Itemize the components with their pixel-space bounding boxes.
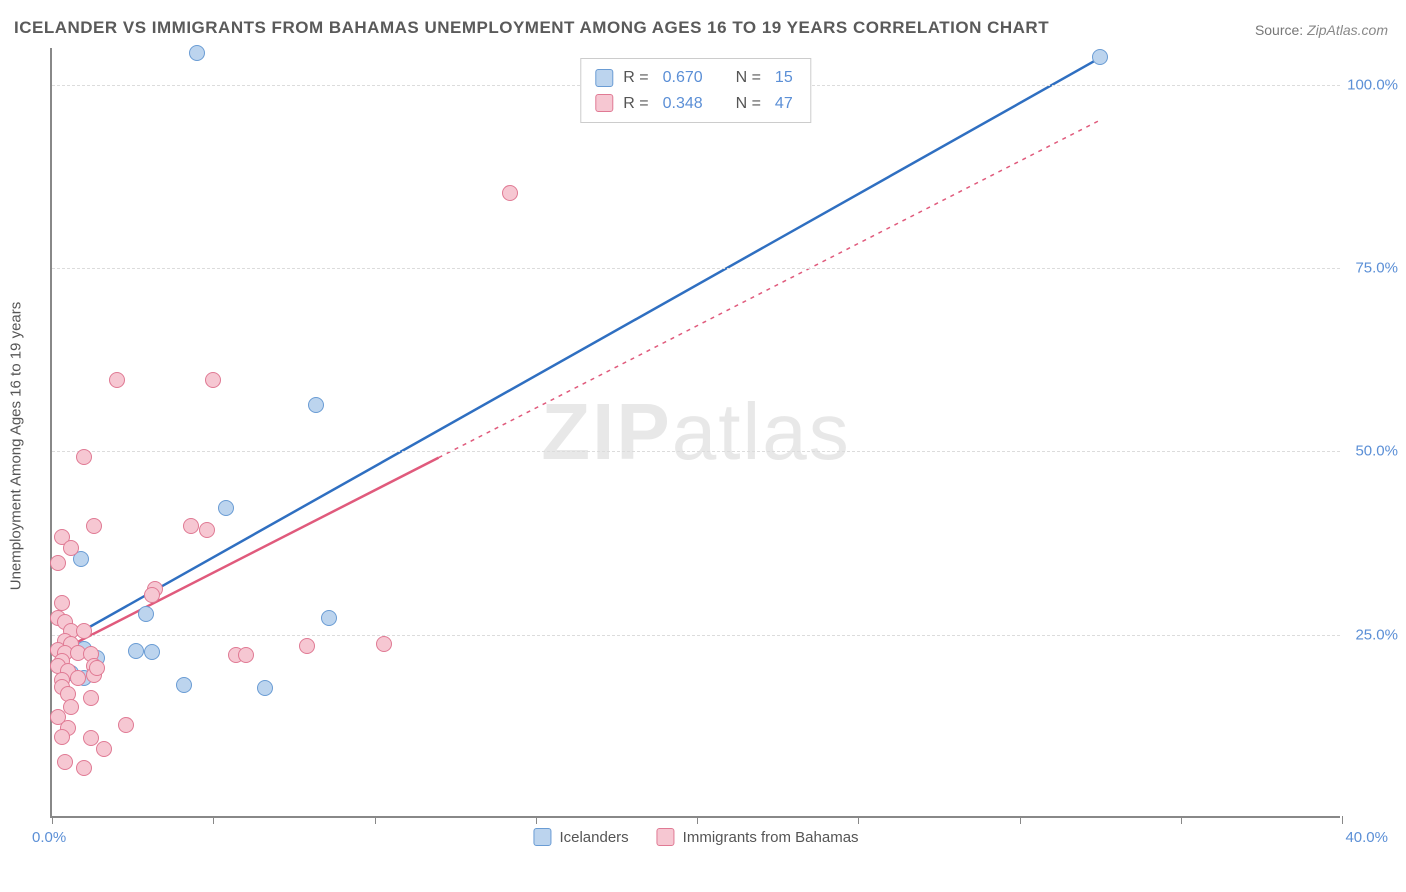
y-tick-label: 50.0% [1355,443,1398,460]
legend-r-value-2: 0.348 [663,91,703,117]
data-point [257,680,273,696]
source-label: Source: [1255,22,1303,38]
data-point [86,518,102,534]
legend-series: Icelanders Immigrants from Bahamas [533,828,858,846]
data-point [54,595,70,611]
data-point [138,606,154,622]
trend-lines-svg [52,48,1340,816]
x-tick [1181,816,1182,824]
source-attribution: Source: ZipAtlas.com [1255,22,1388,38]
legend-label: Immigrants from Bahamas [683,829,859,846]
legend-label: Icelanders [559,829,628,846]
y-tick-label: 25.0% [1355,626,1398,643]
data-point [502,185,518,201]
x-tick [1020,816,1021,824]
data-point [57,754,73,770]
legend-stats-row-2: R = 0.348 N = 47 [595,91,796,117]
data-point [218,500,234,516]
data-point [70,670,86,686]
data-point [144,587,160,603]
data-point [199,522,215,538]
y-tick-label: 100.0% [1347,76,1398,93]
legend-item-icelanders: Icelanders [533,828,628,846]
legend-n-label: N = [736,91,761,117]
data-point [1092,49,1108,65]
x-tick-last: 40.0% [1345,829,1388,846]
data-point [308,397,324,413]
y-tick-label: 75.0% [1355,260,1398,277]
data-point [299,638,315,654]
x-tick [375,816,376,824]
legend-r-label: R = [623,65,648,91]
data-point [76,623,92,639]
data-point [76,760,92,776]
trend-line [59,458,439,652]
legend-swatch-icon [533,828,551,846]
data-point [118,717,134,733]
data-point [76,449,92,465]
x-tick [697,816,698,824]
data-point [54,729,70,745]
trend-line [59,59,1098,644]
data-point [89,660,105,676]
legend-n-value-2: 47 [775,91,793,117]
legend-swatch-icelanders [595,69,613,87]
gridline [52,268,1340,269]
trend-line [439,121,1098,457]
legend-stats: R = 0.670 N = 15 R = 0.348 N = 47 [580,58,811,123]
gridline [52,635,1340,636]
legend-n-value-1: 15 [775,65,793,91]
x-tick [213,816,214,824]
plot-area: ZIPatlas R = 0.670 N = 15 R = 0.348 N = … [50,48,1340,818]
data-point [205,372,221,388]
data-point [96,741,112,757]
data-point [238,647,254,663]
x-tick [858,816,859,824]
x-tick [1342,816,1343,824]
data-point [128,643,144,659]
legend-n-label: N = [736,65,761,91]
legend-r-value-1: 0.670 [663,65,703,91]
data-point [109,372,125,388]
legend-swatch-bahamas [595,94,613,112]
data-point [183,518,199,534]
data-point [176,677,192,693]
gridline [52,451,1340,452]
legend-swatch-icon [657,828,675,846]
data-point [321,610,337,626]
x-tick [536,816,537,824]
legend-r-label: R = [623,91,648,117]
chart-title: ICELANDER VS IMMIGRANTS FROM BAHAMAS UNE… [14,18,1049,38]
y-axis-label: Unemployment Among Ages 16 to 19 years [8,302,25,591]
data-point [63,540,79,556]
source-value: ZipAtlas.com [1307,22,1388,38]
data-point [50,555,66,571]
data-point [376,636,392,652]
legend-item-bahamas: Immigrants from Bahamas [657,828,859,846]
x-tick-first: 0.0% [32,829,66,846]
data-point [83,690,99,706]
legend-stats-row-1: R = 0.670 N = 15 [595,65,796,91]
data-point [144,644,160,660]
x-tick [52,816,53,824]
data-point [189,45,205,61]
